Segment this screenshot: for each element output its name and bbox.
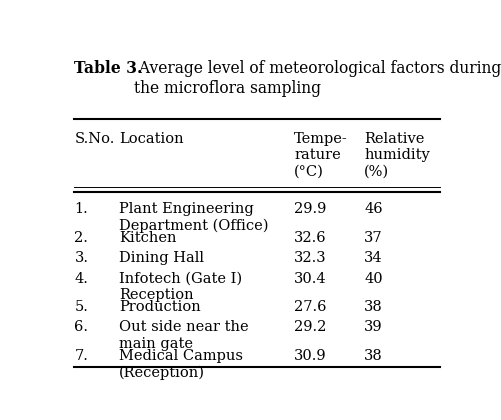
Text: Production: Production	[119, 300, 200, 314]
Text: 2.: 2.	[74, 231, 88, 245]
Text: Location: Location	[119, 132, 183, 146]
Text: 38: 38	[364, 300, 382, 314]
Text: 29.2: 29.2	[294, 320, 326, 334]
Text: Medical Campus
(Reception): Medical Campus (Reception)	[119, 349, 242, 380]
Text: 30.4: 30.4	[294, 272, 326, 286]
Text: 39: 39	[364, 320, 382, 334]
Text: 38: 38	[364, 349, 382, 363]
Text: Average level of meteorological factors during
the microflora sampling: Average level of meteorological factors …	[134, 60, 500, 97]
Text: Dining Hall: Dining Hall	[119, 251, 204, 265]
Text: Plant Engineering
Department (Office): Plant Engineering Department (Office)	[119, 202, 268, 233]
Text: 29.9: 29.9	[294, 202, 326, 216]
Text: 5.: 5.	[74, 300, 88, 314]
Text: Table 3.: Table 3.	[74, 60, 142, 77]
Text: 46: 46	[364, 202, 382, 216]
Text: Tempe-
rature
(°C): Tempe- rature (°C)	[294, 132, 347, 178]
Text: Infotech (Gate I)
Reception: Infotech (Gate I) Reception	[119, 272, 242, 302]
Text: 27.6: 27.6	[294, 300, 326, 314]
Text: 7.: 7.	[74, 349, 88, 363]
Text: Relative
humidity
(%): Relative humidity (%)	[364, 132, 429, 178]
Text: Kitchen: Kitchen	[119, 231, 176, 245]
Text: 4.: 4.	[74, 272, 88, 286]
Text: 3.: 3.	[74, 251, 88, 265]
Text: 32.6: 32.6	[294, 231, 326, 245]
Text: 1.: 1.	[74, 202, 88, 216]
Text: S.No.: S.No.	[74, 132, 115, 146]
Text: 6.: 6.	[74, 320, 88, 334]
Text: Out side near the
main gate: Out side near the main gate	[119, 320, 248, 351]
Text: 37: 37	[364, 231, 382, 245]
Text: 34: 34	[364, 251, 382, 265]
Text: 32.3: 32.3	[294, 251, 326, 265]
Text: 40: 40	[364, 272, 382, 286]
Text: 30.9: 30.9	[294, 349, 326, 363]
